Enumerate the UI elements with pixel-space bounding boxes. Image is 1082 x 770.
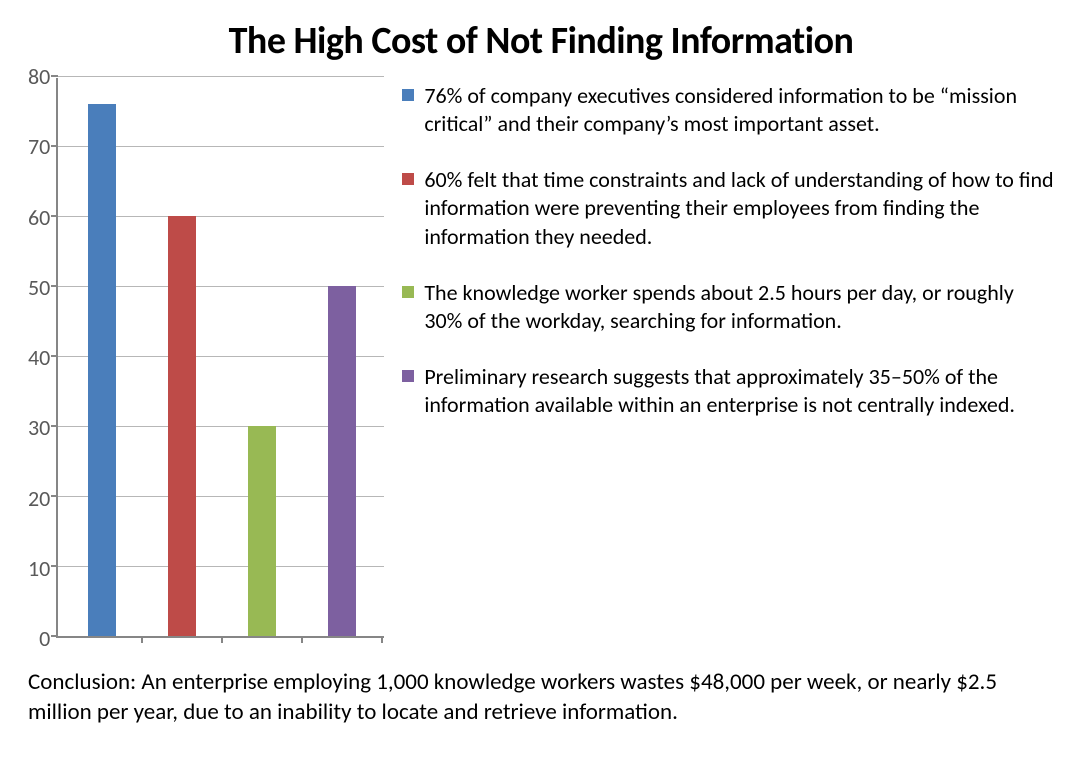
legend-swatch <box>402 173 414 185</box>
y-tick-label: 10 <box>28 558 50 580</box>
legend-text: Preliminary research suggests that appro… <box>424 363 1054 419</box>
legend-notes: 76% of company executives considered inf… <box>384 78 1054 419</box>
y-tick-label: 50 <box>28 277 50 299</box>
bar-chart: 80706050403020100 <box>28 78 384 650</box>
y-tick-label: 20 <box>28 488 50 510</box>
y-tick <box>51 425 58 427</box>
legend-text: 60% felt that time constraints and lack … <box>424 166 1054 250</box>
y-tick-label: 80 <box>28 66 50 88</box>
y-tick <box>51 355 58 357</box>
y-tick-label: 30 <box>28 417 50 439</box>
legend-swatch <box>402 89 414 101</box>
legend-swatch <box>402 286 414 298</box>
y-tick-label: 0 <box>39 628 50 650</box>
legend-swatch <box>402 370 414 382</box>
y-tick <box>51 635 58 637</box>
y-tick <box>51 495 58 497</box>
legend-text: 76% of company executives considered inf… <box>424 82 1054 138</box>
x-tick <box>301 636 303 643</box>
bar-knowledge-worker-search <box>248 426 276 636</box>
bar-executives-mission-critical <box>88 104 116 636</box>
y-tick <box>51 75 58 77</box>
slide: The High Cost of Not Finding Information… <box>0 0 1082 770</box>
page-title: The High Cost of Not Finding Information <box>28 18 1054 64</box>
legend-item: The knowledge worker spends about 2.5 ho… <box>402 279 1054 335</box>
bar-time-constraints <box>168 216 196 636</box>
conclusion-text: Conclusion: An enterprise employing 1,00… <box>28 668 1054 728</box>
y-tick <box>51 145 58 147</box>
legend-item: Preliminary research suggests that appro… <box>402 363 1054 419</box>
y-tick-label: 70 <box>28 136 50 158</box>
y-tick <box>51 285 58 287</box>
bar-not-centrally-indexed <box>328 286 356 636</box>
plot-area <box>56 78 384 638</box>
y-tick-label: 60 <box>28 207 50 229</box>
y-tick <box>51 215 58 217</box>
legend-text: The knowledge worker spends about 2.5 ho… <box>424 279 1054 335</box>
grid-line <box>58 76 384 77</box>
x-tick <box>381 636 383 643</box>
y-tick-label: 40 <box>28 347 50 369</box>
legend-item: 76% of company executives considered inf… <box>402 82 1054 138</box>
y-tick <box>51 565 58 567</box>
legend-item: 60% felt that time constraints and lack … <box>402 166 1054 250</box>
x-tick <box>141 636 143 643</box>
y-axis-labels: 80 70 60 50 40 30 20 10 0 <box>28 66 56 650</box>
x-tick <box>221 636 223 643</box>
content-row: 80706050403020100 76% of company executi… <box>28 78 1054 650</box>
